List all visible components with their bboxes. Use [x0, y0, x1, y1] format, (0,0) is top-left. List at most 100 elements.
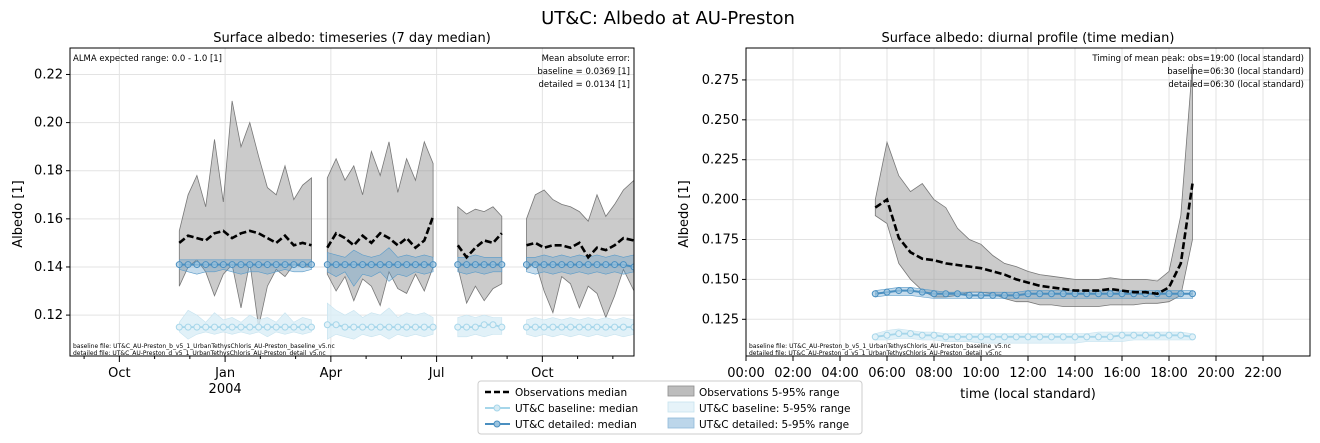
legend-swatch-obs-band	[667, 385, 695, 397]
diurnal-detailed-median	[875, 289, 1193, 297]
timeseries-seg0-detailed-point	[255, 261, 263, 269]
timeseries-seg1-baseline-point	[332, 321, 340, 329]
timeseries-seg3-obs-median	[526, 236, 634, 260]
diurnal-detailed-point	[1024, 290, 1032, 298]
diurnal-xtick-label: 18:00	[1150, 366, 1187, 381]
timeseries-seg2-detailed-point	[463, 261, 471, 269]
timeseries-seg1-baseline-point	[350, 323, 358, 331]
timeseries-ytick-label: 0.20	[34, 116, 63, 131]
diurnal-ytick-label: 0.150	[702, 272, 739, 287]
timeseries-seg3-detailed-point	[593, 261, 601, 269]
timeseries-seg3-baseline-point	[630, 323, 634, 331]
diurnal-baseline-point	[883, 331, 891, 339]
timeseries-seg0-detailed-point	[290, 261, 298, 269]
legend-label-baseline-median: UT&C baseline: median	[515, 403, 638, 415]
diurnal-ytick-label: 0.275	[702, 73, 739, 88]
diurnal-file-note-0: baseline file: UT&C_AU-Preston_b_v5_1_Ur…	[749, 343, 1011, 350]
timeseries-seg0-baseline-point	[290, 323, 298, 331]
diurnal-detailed-point	[1036, 290, 1044, 298]
timeseries-seg0-detailed-point	[299, 261, 307, 269]
timeseries-seg3-baseline-point	[540, 323, 548, 331]
diurnal-baseline-point	[1177, 331, 1185, 339]
timeseries-seg0-detailed-point	[246, 261, 254, 269]
timeseries-seg1-baseline-point	[420, 323, 428, 331]
legend-label-obs-median: Observations median	[515, 387, 627, 399]
timeseries-seg1-detailed-point	[341, 261, 349, 269]
diurnal-baseline-point	[1095, 333, 1102, 341]
timeseries-seg2-baseline-point	[463, 323, 471, 331]
timeseries-seg0-baseline-point	[202, 323, 210, 331]
timeseries-seg1-obs-median	[326, 215, 435, 250]
timeseries-seg3-obs-band	[526, 179, 634, 319]
diurnal-baseline-point	[1118, 331, 1126, 339]
diurnal-detailed-point	[895, 287, 903, 295]
timeseries-seg0-detailed-point	[263, 261, 271, 269]
diurnal-baseline-point	[1153, 331, 1161, 339]
diurnal-detailed-point	[989, 291, 997, 299]
diurnal-baseline-point	[977, 333, 985, 341]
timeseries-seg3-baseline-point	[558, 323, 566, 331]
timeseries-seg0-detailed-point	[307, 261, 315, 269]
timeseries-seg2-detailed-point	[498, 261, 506, 269]
timeseries-seg3-detailed-point	[522, 261, 530, 269]
timeseries-seg3-baseline-point	[611, 323, 619, 331]
timeseries-xtick-label: Jan	[214, 366, 235, 381]
diurnal-xtick-label: 16:00	[1103, 366, 1140, 381]
timeseries-seg3-detailed-point	[575, 261, 583, 269]
timeseries-seg0-obs-band	[178, 100, 312, 328]
diurnal-baseline-point	[965, 333, 973, 341]
timeseries-seg1-detailed-point	[394, 261, 402, 269]
legend-marker-detailed	[493, 420, 501, 428]
diurnal-baseline-point	[1130, 331, 1138, 339]
diurnal-xtick-label: 12:00	[1009, 366, 1046, 381]
timeseries-seg0-obs-median	[178, 229, 312, 247]
timeseries-seg3-detailed-point	[558, 261, 566, 269]
timeseries-seg3-detailed-point	[619, 261, 627, 269]
timeseries-seg1-detailed-point	[323, 261, 331, 269]
diurnal-obs-median	[874, 183, 1194, 296]
timeseries-seg1-baseline-point	[429, 323, 437, 331]
timeseries-file-note-1: detailed file: UT&C_AU-Preston_d_v5_1_Ur…	[73, 350, 326, 357]
diurnal-baseline-point	[907, 330, 914, 338]
timeseries-seg1-detailed-point	[385, 261, 393, 269]
timeseries-panel: Surface albedo: timeseries (7 day median…	[11, 31, 635, 397]
timeseries-seg3-detailed-point	[630, 263, 634, 271]
diurnal-baseline-point	[954, 333, 961, 341]
timeseries-seg2-detailed-point	[471, 261, 479, 269]
diurnal-detailed-point	[907, 287, 914, 295]
diurnal-note-right-0: Timing of mean peak: obs=19:00 (local st…	[1091, 54, 1304, 64]
timeseries-seg0-baseline-point	[255, 323, 263, 331]
legend-swatch-detailed-band	[667, 417, 695, 429]
timeseries-note-left: ALMA expected range: 0.0 - 1.0 [1]	[73, 54, 222, 64]
timeseries-seg1-baseline-band	[327, 302, 434, 340]
diurnal-detailed-point	[1118, 290, 1126, 298]
diurnal-xtick-label: 00:00	[727, 366, 764, 381]
timeseries-seg1-baseline-point	[376, 323, 384, 331]
diurnal-baseline-point	[1165, 331, 1173, 339]
diurnal-note-right-1: baseline=06:30 (local standard)	[1167, 67, 1304, 77]
timeseries-seg3-baseline-point	[549, 323, 557, 331]
timeseries-seg1-detailed-point	[359, 261, 367, 269]
diurnal-xtick-label: 04:00	[821, 366, 858, 381]
timeseries-file-note-0: baseline file: UT&C_AU-Preston_b_v5_1_Ur…	[73, 343, 335, 350]
diurnal-detailed-point	[1189, 290, 1196, 298]
timeseries-seg3-detailed-point	[602, 261, 610, 269]
timeseries-seg2-detailed-point	[480, 261, 488, 269]
diurnal-xtick-label: 20:00	[1197, 366, 1234, 381]
diurnal-detailed-point	[1059, 290, 1067, 298]
timeseries-seg3-baseline-point	[522, 323, 530, 331]
timeseries-seg0-baseline-point	[246, 323, 254, 331]
timeseries-seg1-detailed-point	[367, 261, 375, 269]
diurnal-baseline-point	[1036, 333, 1044, 341]
timeseries-ytick-label: 0.16	[34, 212, 63, 227]
timeseries-seg1-obs-band	[326, 140, 434, 307]
timeseries-ytick-label: 0.14	[34, 260, 63, 275]
diurnal-xtick-label: 06:00	[868, 366, 905, 381]
timeseries-seg1-detailed-point	[420, 261, 428, 269]
diurnal-baseline-point	[1001, 333, 1008, 341]
diurnal-baseline-point	[918, 331, 926, 339]
timeseries-seg0-detailed-point	[219, 261, 227, 269]
timeseries-seg3-baseline-point	[619, 323, 627, 331]
timeseries-seg0-baseline-band	[179, 309, 312, 340]
